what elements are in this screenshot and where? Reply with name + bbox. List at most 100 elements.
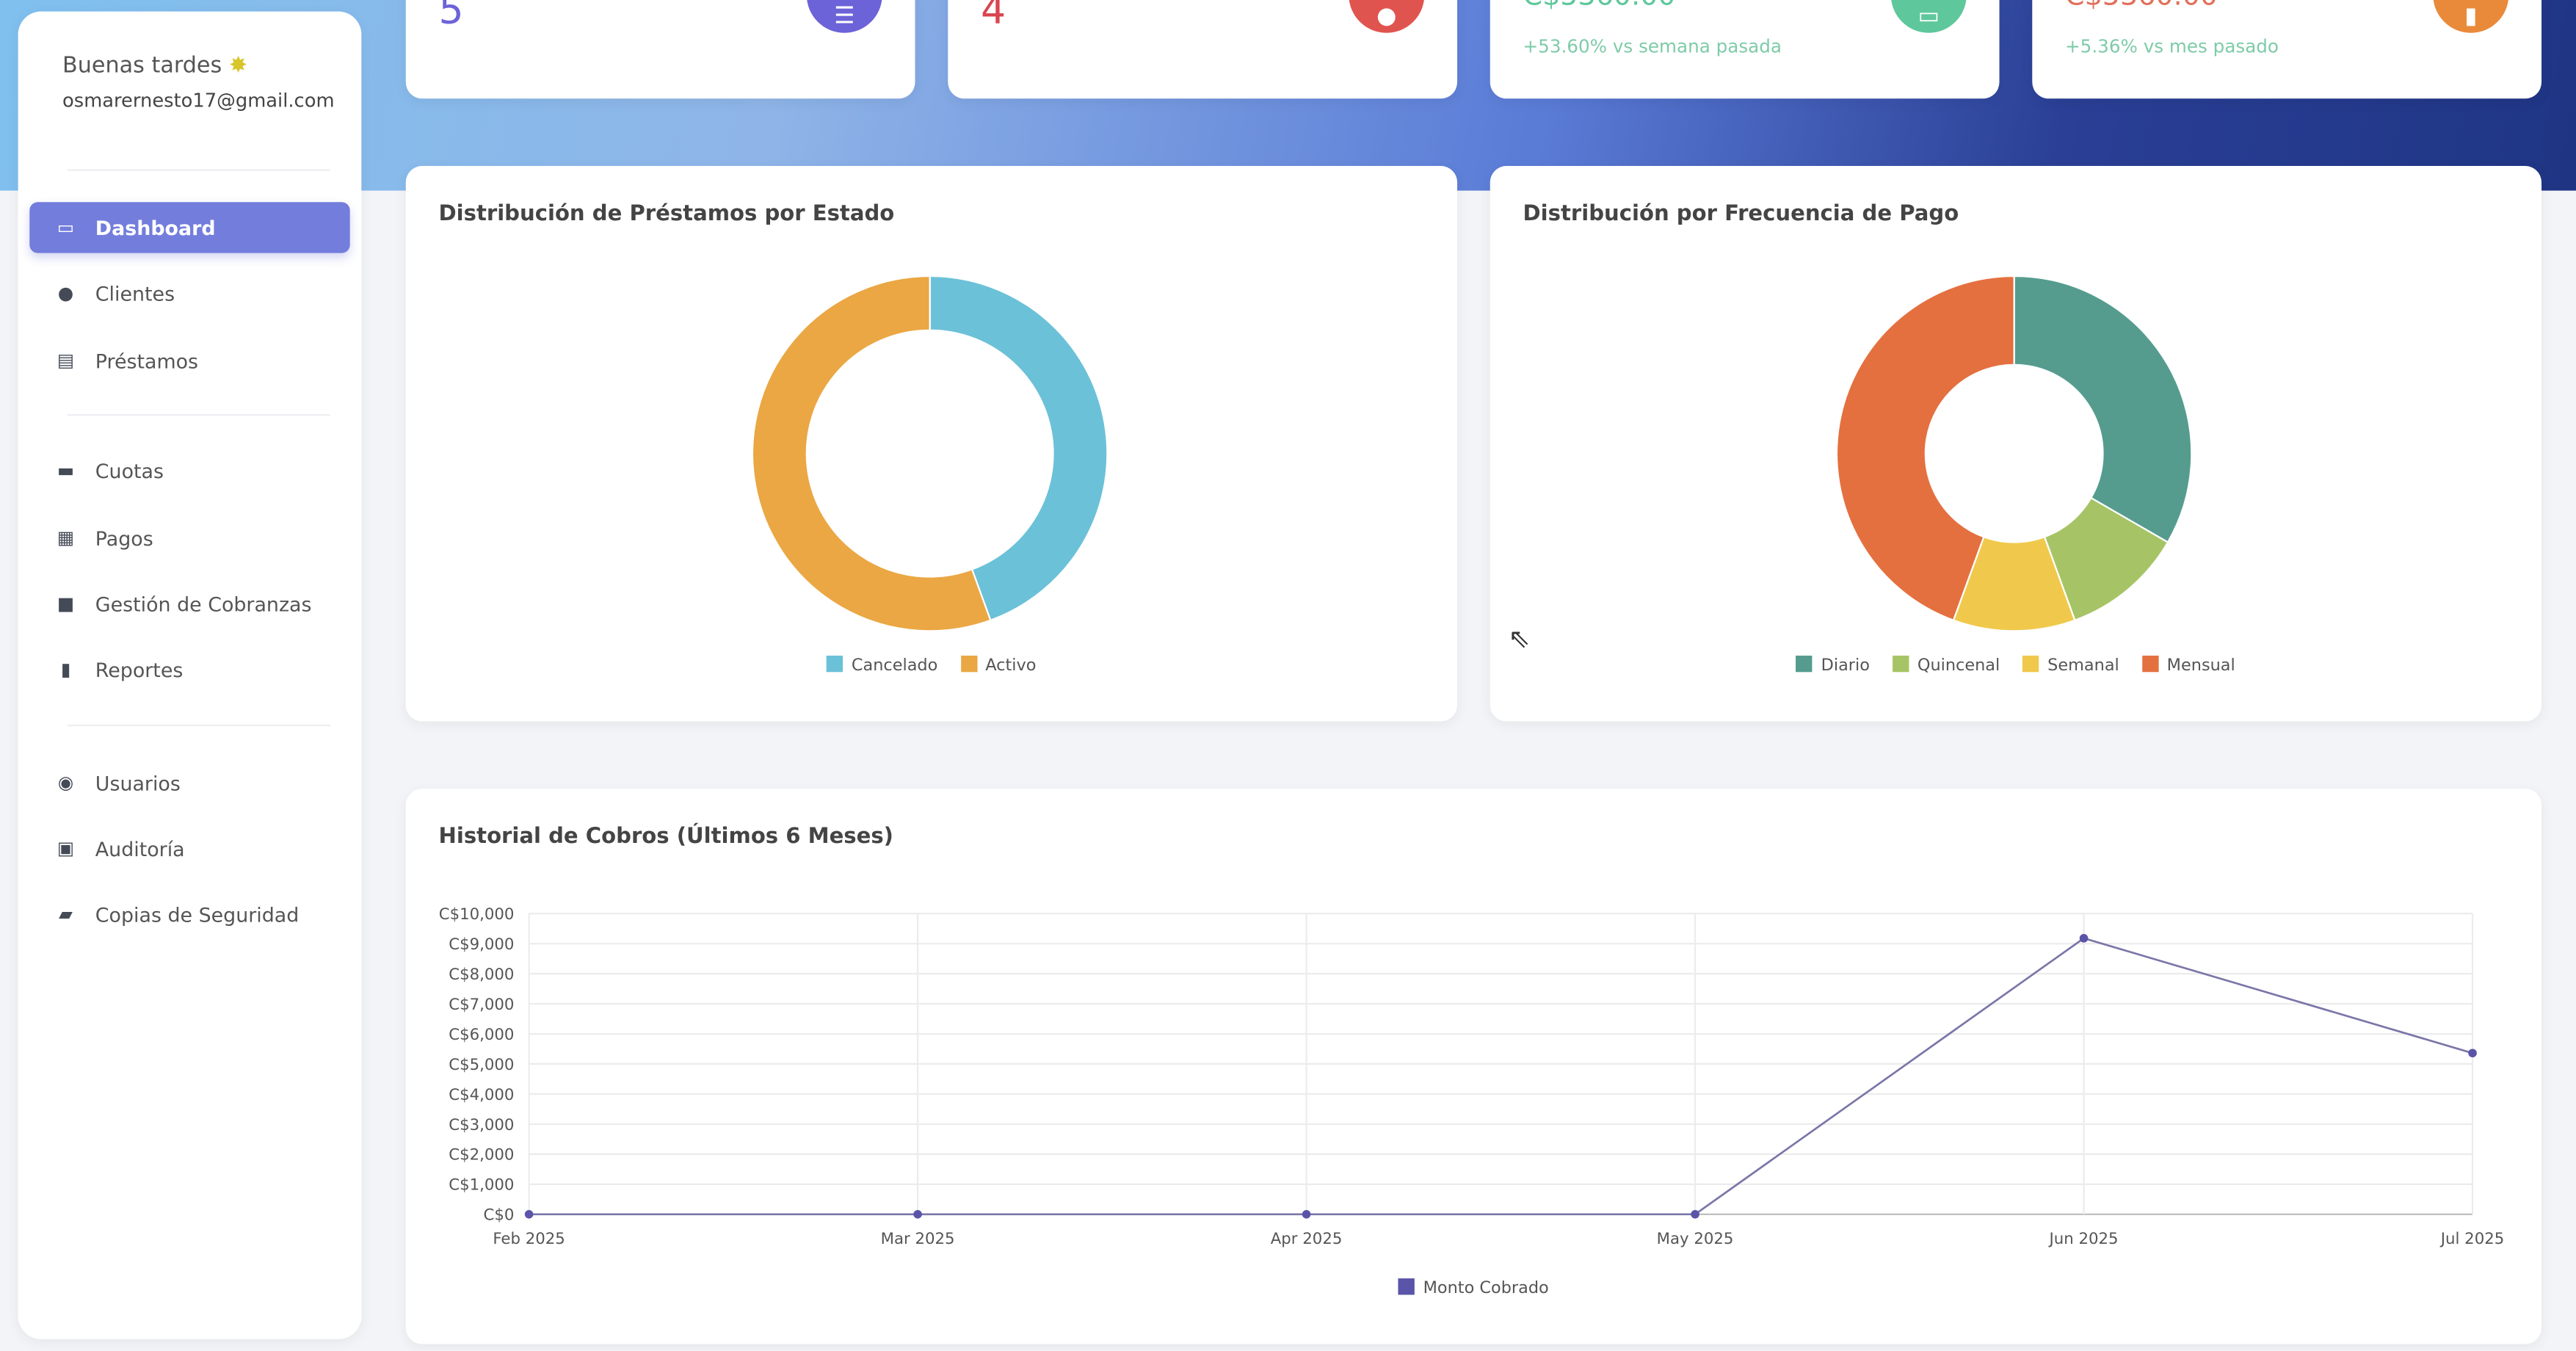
payment-frequency-chart-card: Distribución por Frecuencia de Pago Diar… <box>1490 166 2542 722</box>
collections-history-card: Historial de Cobros (Últimos 6 Meses) C$… <box>405 789 2542 1344</box>
legend-swatch <box>1796 655 1813 673</box>
user-icon: ● <box>1349 0 1425 33</box>
donut-slice-diario[interactable] <box>2013 275 2193 544</box>
sidebar-item-label: Copias de Seguridad <box>95 902 300 927</box>
x-tick-label: Feb 2025 <box>493 1230 565 1248</box>
sidebar-item-label: Cuotas <box>95 459 164 482</box>
star-icon: ✸ <box>228 52 248 79</box>
chart-title: Distribución por Frecuencia de Pago <box>1523 202 1959 227</box>
user-circle-icon: ◉ <box>57 772 74 794</box>
sidebar-item-label: Pagos <box>95 526 153 550</box>
legend-label: Diario <box>1821 657 1870 676</box>
divider <box>67 413 330 416</box>
legend-item[interactable]: Semanal <box>2022 655 2119 676</box>
sidebar-item-auditoria[interactable]: ▣ Auditoría <box>29 823 349 874</box>
stat-card-weekly: C$5360.00 +53.60% vs semana pasada ▭ <box>1490 0 2000 99</box>
sidebar-item-pagos[interactable]: ▦ Pagos <box>29 512 349 563</box>
y-tick-label: C$8,000 <box>449 966 514 984</box>
x-tick-label: Jul 2025 <box>2439 1230 2504 1248</box>
chart-title: Historial de Cobros (Últimos 6 Meses) <box>438 825 893 850</box>
donut-slice-cancelado[interactable] <box>929 275 1109 622</box>
audit-icon: ▣ <box>57 838 75 860</box>
stat-value: C$5360.00 <box>2065 0 2218 13</box>
sidebar-item-dashboard[interactable]: ▭ Dashboard <box>29 202 350 253</box>
legend-item[interactable]: Diario <box>1796 655 1870 676</box>
folder-icon: ▰ <box>59 903 73 925</box>
legend-item[interactable]: Mensual <box>2142 655 2235 676</box>
loan-status-donut <box>751 275 1109 632</box>
sidebar-item-label: Auditoría <box>95 837 185 861</box>
data-point[interactable] <box>1691 1209 1699 1219</box>
sidebar-item-usuarios[interactable]: ◉ Usuarios <box>29 758 349 808</box>
legend-label: Semanal <box>2047 657 2119 676</box>
stat-value: 5 <box>438 0 464 33</box>
y-tick-label: C$0 <box>484 1206 515 1225</box>
chart-legend: Cancelado Activo <box>406 655 1457 676</box>
data-point[interactable] <box>2468 1048 2477 1058</box>
user-email: osmarernesto17@gmail.com <box>62 88 335 112</box>
sidebar-item-reportes[interactable]: ▮ Reportes <box>29 644 349 695</box>
y-tick-label: C$10,000 <box>439 905 515 924</box>
sidebar-item-label: Dashboard <box>95 216 216 239</box>
legend-item[interactable]: Monto Cobrado <box>1398 1278 1549 1298</box>
sidebar-item-label: Usuarios <box>95 771 181 795</box>
sidebar-item-label: Reportes <box>95 658 184 681</box>
stat-subtext: +53.60% vs semana pasada <box>1523 36 1782 58</box>
sidebar: Buenas tardes ✸ osmarernesto17@gmail.com… <box>18 11 362 1339</box>
chart-legend: Monto Cobrado <box>406 1278 2541 1298</box>
sidebar-item-prestamos[interactable]: ▤ Préstamos <box>29 336 349 386</box>
sidebar-item-label: Préstamos <box>95 349 199 372</box>
divider <box>67 724 330 727</box>
series-line <box>529 937 2473 1216</box>
legend-item[interactable]: Activo <box>960 655 1037 676</box>
x-tick-label: May 2025 <box>1657 1230 1734 1248</box>
sidebar-item-clientes[interactable]: ● Clientes <box>29 268 349 319</box>
mouse-cursor-icon: ⇖ <box>1508 623 1531 654</box>
stat-card-monthly: C$5360.00 +5.36% vs mes pasado ▮ <box>2032 0 2542 99</box>
credit-card-icon: ▬ <box>57 460 75 482</box>
y-tick-label: C$1,000 <box>449 1176 514 1195</box>
legend-item[interactable]: Quincenal <box>1893 655 2000 676</box>
legend-swatch <box>1893 655 1909 673</box>
stat-value: C$5360.00 <box>1523 0 1676 13</box>
sidebar-item-label: Clientes <box>95 281 175 305</box>
user-icon: ● <box>57 282 74 305</box>
y-tick-label: C$7,000 <box>449 996 514 1014</box>
data-point[interactable] <box>913 1209 922 1219</box>
coins-icon: ☰ <box>806 0 882 33</box>
x-tick-label: Jun 2025 <box>2048 1230 2119 1248</box>
data-point[interactable] <box>524 1209 534 1219</box>
y-tick-label: C$2,000 <box>449 1146 514 1165</box>
sidebar-item-cuotas[interactable]: ▬ Cuotas <box>29 445 349 496</box>
x-tick-label: Apr 2025 <box>1271 1230 1343 1248</box>
legend-item[interactable]: Cancelado <box>827 655 937 676</box>
legend-swatch <box>2022 655 2039 673</box>
legend-swatch <box>960 655 978 673</box>
data-point[interactable] <box>2079 934 2089 943</box>
legend-label: Activo <box>985 657 1037 676</box>
bar-chart-icon: ▮ <box>60 659 71 681</box>
book-icon: ■ <box>57 593 75 615</box>
sidebar-item-gestion-cobranzas[interactable]: ■ Gestión de Cobranzas <box>29 579 349 629</box>
greeting-text: Buenas tardes <box>62 52 222 79</box>
sidebar-item-copias-seguridad[interactable]: ▰ Copias de Seguridad <box>29 889 349 940</box>
sidebar-item-label: Gestión de Cobranzas <box>95 592 312 616</box>
greeting: Buenas tardes ✸ <box>62 53 247 79</box>
y-tick-label: C$9,000 <box>449 935 514 954</box>
legend-swatch <box>1398 1278 1415 1295</box>
loan-status-chart-card: Distribución de Préstamos por Estado Can… <box>405 166 1458 722</box>
chart-icon: ▮ <box>2433 0 2509 33</box>
payment-frequency-donut <box>1835 275 2193 632</box>
donut-slice-activo[interactable] <box>751 275 992 632</box>
legend-label: Mensual <box>2166 657 2235 676</box>
data-point[interactable] <box>1302 1209 1311 1219</box>
legend-label: Monto Cobrado <box>1423 1280 1549 1298</box>
y-tick-label: C$6,000 <box>449 1026 514 1044</box>
payments-icon: ▦ <box>57 527 75 549</box>
y-tick-label: C$5,000 <box>449 1056 514 1074</box>
divider <box>67 169 330 171</box>
y-tick-label: C$3,000 <box>449 1116 514 1134</box>
donut-slice-mensual[interactable] <box>1835 275 2015 622</box>
wallet-icon: ▭ <box>1890 0 1967 33</box>
